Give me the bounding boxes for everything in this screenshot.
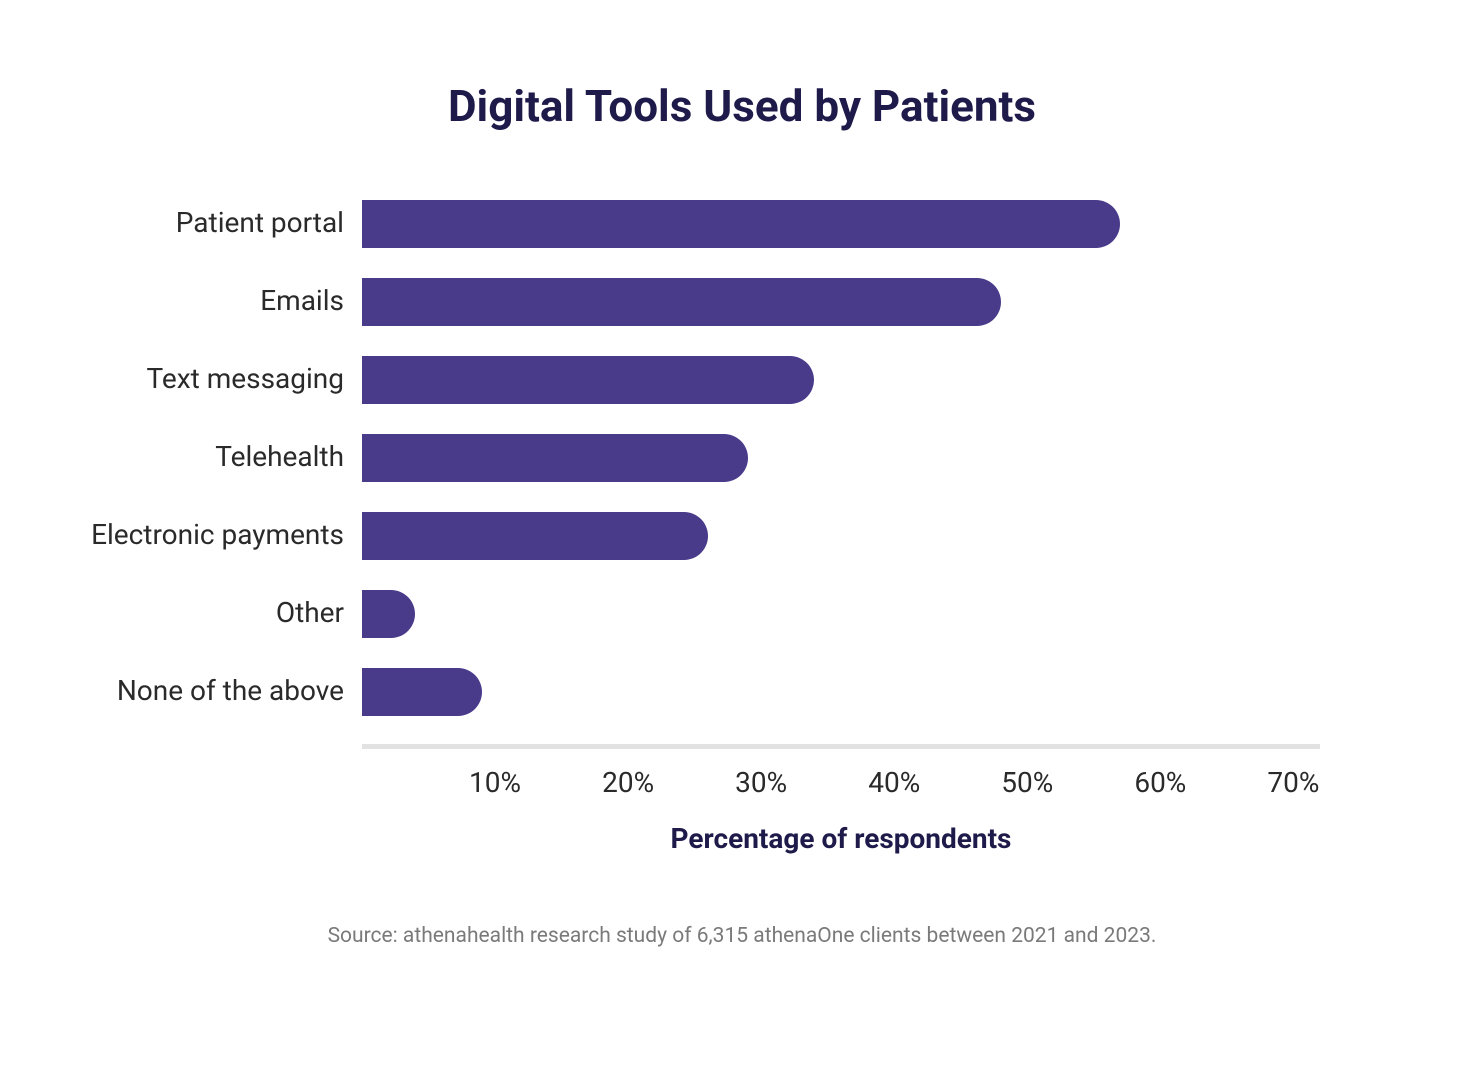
bar-label: Emails (260, 284, 344, 317)
x-tick-label: 60% (1134, 766, 1186, 799)
source-text: Source: athenahealth research study of 6… (0, 924, 1484, 948)
bar (362, 200, 1120, 248)
bar-label: None of the above (117, 674, 344, 707)
x-tick-label: 70% (1267, 766, 1319, 799)
chart-container: Digital Tools Used by Patients Patient p… (0, 0, 1484, 1070)
x-axis-line (362, 744, 1320, 749)
bar (362, 356, 814, 404)
bar (362, 590, 415, 638)
bar-label: Telehealth (215, 440, 344, 473)
x-tick-label: 50% (1001, 766, 1053, 799)
bar-label: Electronic payments (91, 518, 344, 551)
bar-label: Patient portal (176, 206, 344, 239)
chart-title: Digital Tools Used by Patients (0, 80, 1484, 132)
x-tick-label: 30% (735, 766, 787, 799)
bar-label: Text messaging (147, 362, 344, 395)
x-tick-label: 40% (868, 766, 920, 799)
x-axis-title: Percentage of respondents (362, 822, 1320, 855)
x-tick-label: 10% (469, 766, 521, 799)
bar (362, 434, 748, 482)
bar (362, 278, 1001, 326)
x-tick-label: 20% (602, 766, 654, 799)
bar (362, 668, 482, 716)
bar (362, 512, 708, 560)
bar-label: Other (276, 596, 344, 629)
